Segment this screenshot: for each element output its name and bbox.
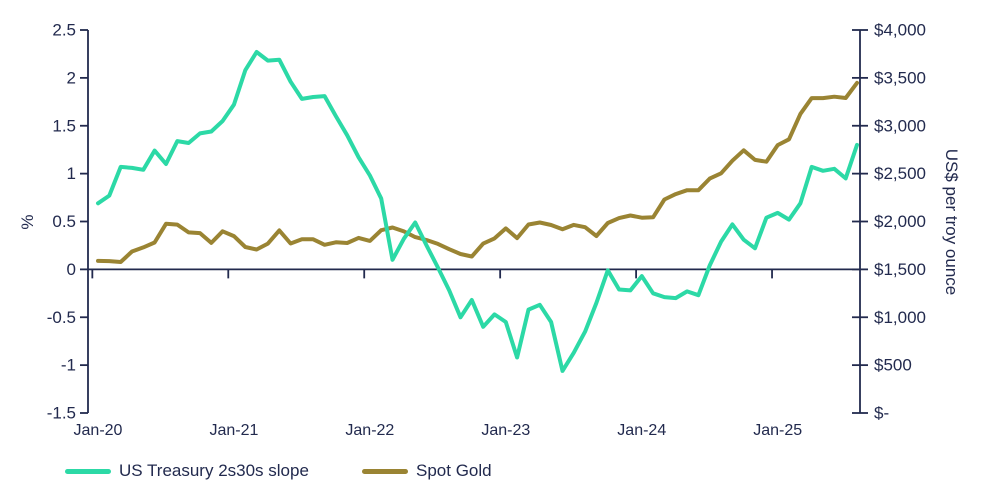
gold-line-legend-label: Spot Gold [416,461,492,480]
left-axis-title: % [18,214,37,230]
left-axis-tick-label: -1.5 [47,404,76,423]
gold-line-legend-swatch [362,468,408,474]
x-axis-tick-label: Jan-21 [209,422,258,439]
right-axis-tick-label: $2,000 [874,212,926,231]
treasury-line-legend-swatch [65,468,111,474]
right-axis-tick-label: $3,500 [874,68,926,87]
right-axis-tick-label: $2,500 [874,164,926,183]
left-axis-tick-label: 0.5 [52,212,76,231]
x-axis-tick-label: Jan-25 [753,422,802,439]
right-axis-tick-label: $500 [874,356,912,375]
legend-item-gold: Spot Gold [362,461,492,481]
left-axis-tick-label: 1 [67,164,76,183]
left-axis-tick-label: 0 [67,260,76,279]
x-axis-tick-label: Jan-23 [481,422,530,439]
treasury-line-legend-label: US Treasury 2s30s slope [119,461,309,480]
spot-gold-line [96,80,859,264]
legend-item-treasury: US Treasury 2s30s slope [65,461,309,481]
x-axis-tick-label: Jan-20 [74,422,123,439]
left-axis-tick-label: 2 [67,68,76,87]
treasury-slope-line [96,50,859,373]
left-axis-tick-label: -1 [61,356,76,375]
x-axis-tick-label: Jan-22 [345,422,394,439]
x-axis-tick-label: Jan-24 [617,422,666,439]
left-axis-tick-label: -0.5 [47,308,76,327]
right-axis-tick-label: $1,500 [874,260,926,279]
right-axis-tick-label: $- [874,404,889,423]
right-axis-tick-label: $1,000 [874,308,926,327]
right-axis-tick-label: $3,000 [874,116,926,135]
left-axis-tick-label: 2.5 [52,21,76,40]
right-axis-title: US$ per troy ounce [942,148,961,296]
right-axis-tick-label: $4,000 [874,21,926,40]
left-axis-tick-label: 1.5 [52,116,76,135]
